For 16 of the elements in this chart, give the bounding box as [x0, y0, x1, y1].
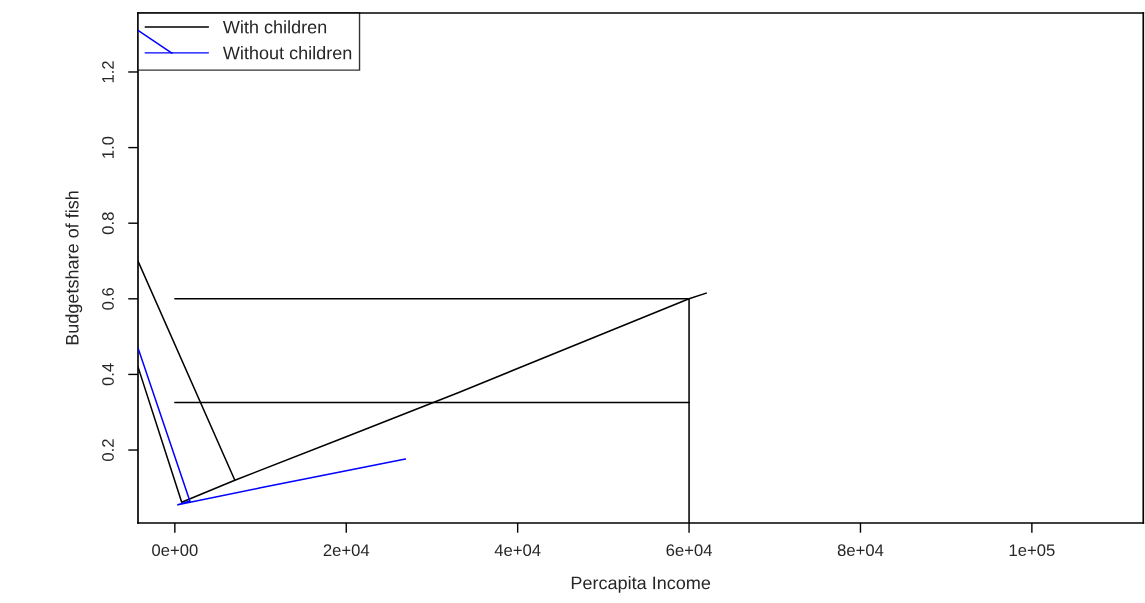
x-tick-label: 0e+00 — [152, 544, 198, 557]
legend-label: Without children — [222, 46, 352, 60]
x-tick-label: 2e+04 — [323, 544, 370, 557]
x-tick-label: 8e+04 — [837, 544, 884, 557]
y-tick-label: 0.8 — [102, 212, 114, 235]
y-tick-label: 0.6 — [102, 287, 114, 310]
x-tick-label: 4e+04 — [494, 544, 541, 557]
y-tick-label: 0.4 — [102, 363, 114, 386]
y-tick-label: 1.2 — [102, 61, 114, 83]
y-axis-title: Budgetshare of fish — [65, 191, 83, 345]
x-tick-label: 6e+04 — [666, 544, 712, 557]
legend-label: With children — [222, 20, 327, 34]
y-tick-label: 0.2 — [102, 439, 114, 461]
x-axis-title: Percapita Income — [571, 576, 711, 593]
y-tick-label: 1.0 — [102, 136, 114, 158]
x-tick-label: 1e+05 — [1009, 544, 1055, 557]
